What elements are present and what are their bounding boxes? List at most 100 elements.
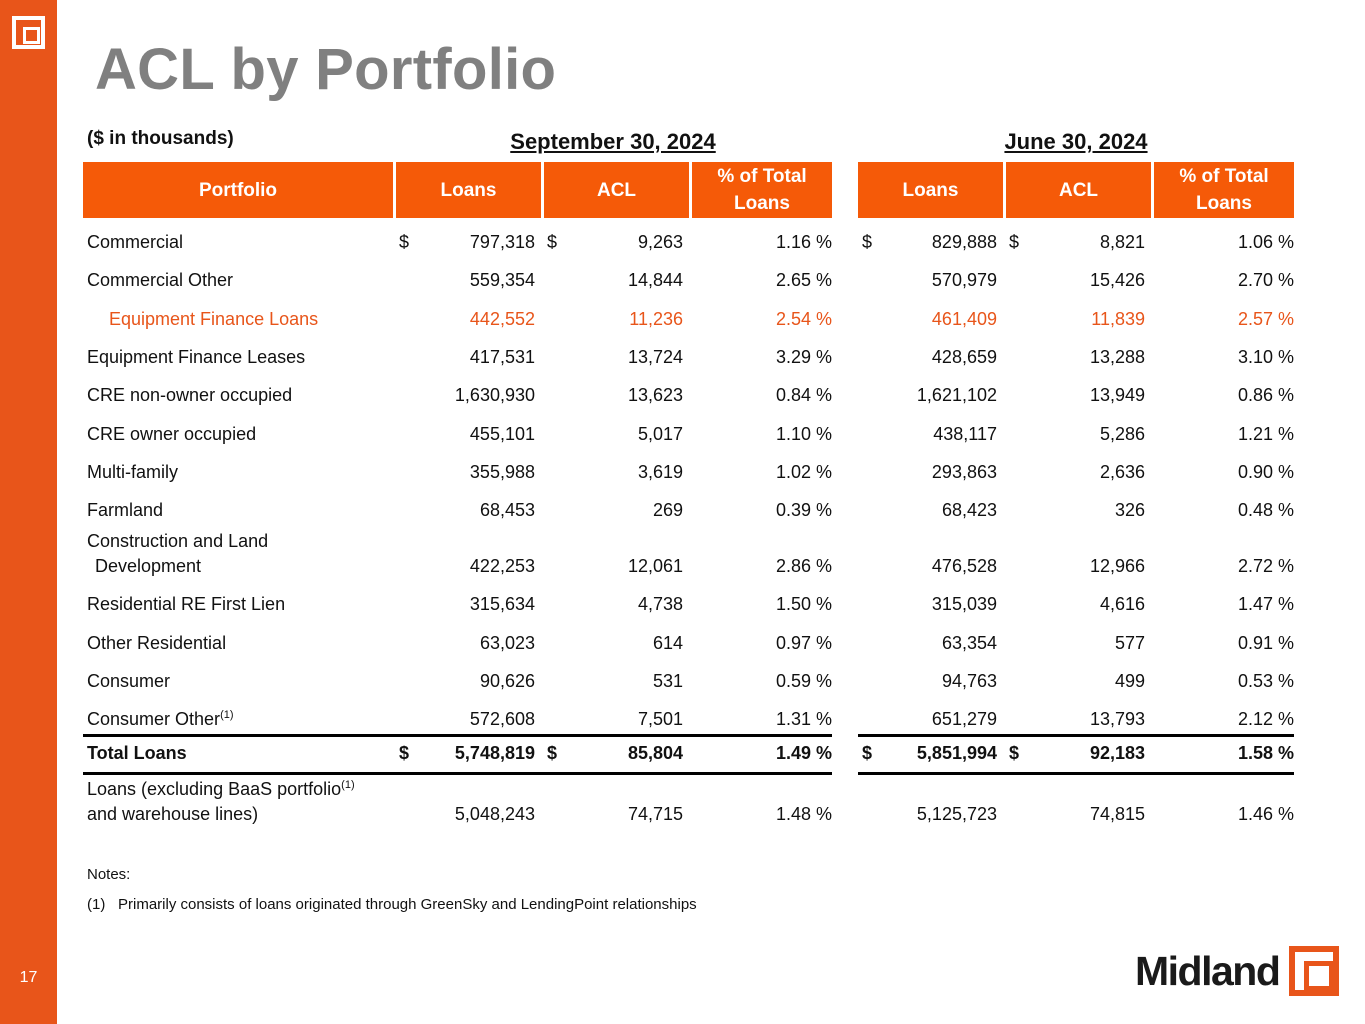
note-number: (1)	[87, 896, 106, 913]
cell-jun-pct: 0.91 %	[1237, 633, 1294, 653]
cell-sep-acl: 614	[652, 633, 683, 653]
cell-sep-acl: 531	[652, 671, 683, 691]
excl-sep-acl: 74,715	[627, 804, 683, 824]
cell-sep-acl: 5,017	[637, 424, 683, 444]
brand-square-icon	[1289, 946, 1340, 996]
header-pct-line1: % of Total	[717, 166, 807, 187]
currency-symbol: $	[399, 232, 410, 252]
row-label-text: Farmland	[87, 500, 164, 520]
excl-label-line1: Loans (excluding BaaS portfolio(1)	[87, 779, 355, 800]
cell-sep-acl: 9,263	[637, 232, 683, 252]
page-title: ACL by Portfolio	[95, 37, 557, 102]
total-bottom-rule-sep	[83, 772, 832, 775]
cell-sep-pct: 1.16 %	[775, 232, 832, 252]
row-label-text: Equipment Finance Leases	[87, 347, 306, 367]
cell-jun-pct: 2.70 %	[1237, 270, 1294, 290]
cell-sep-acl: 11,236	[629, 309, 683, 329]
row-label: Consumer Other(1)	[87, 709, 234, 730]
units-label: ($ in thousands)	[87, 128, 234, 149]
row-label: Multi-family	[87, 462, 178, 483]
note-item: (1) Primarily consists of loans originate…	[87, 896, 697, 913]
header-jun-acl: ACL	[1006, 162, 1151, 218]
excl-label-line2: and warehouse lines)	[87, 804, 259, 824]
cell-sep-pct: 0.59 %	[775, 671, 832, 691]
cell-sep-pct: 1.50 %	[775, 594, 832, 614]
header-sep-pct: % of Total Loans	[692, 162, 832, 218]
cell-jun-loans: 63,354	[941, 633, 997, 653]
cell-sep-acl: 14,844	[627, 270, 683, 290]
cell-jun-acl: 15,426	[1089, 270, 1145, 290]
cell-jun-loans: 293,863	[931, 462, 997, 482]
cell-jun-acl: 13,949	[1089, 385, 1145, 405]
total-jun-pct: 1.58 %	[1237, 743, 1294, 763]
cell-sep-pct: 2.65 %	[775, 270, 832, 290]
currency-symbol: $	[862, 743, 873, 763]
cell-sep-acl: 13,623	[627, 385, 683, 405]
period-jun-2024: June 30, 2024	[1004, 129, 1148, 154]
row-label-line2: Development	[95, 556, 202, 576]
cell-jun-acl: 13,793	[1089, 709, 1145, 729]
total-top-rule-jun	[858, 734, 1294, 737]
cell-jun-acl: 8,821	[1099, 232, 1145, 252]
cell-jun-acl: 5,286	[1099, 424, 1145, 444]
cell-sep-loans: 797,318	[469, 232, 535, 252]
row-label: Residential RE First Lien	[87, 594, 285, 615]
row-label-text: Commercial Other	[87, 270, 234, 290]
cell-jun-pct: 1.21 %	[1237, 424, 1294, 444]
brand-logo: Midland	[1135, 946, 1340, 996]
total-sep-pct: 1.49 %	[775, 743, 832, 763]
cell-sep-pct: 0.97 %	[775, 633, 832, 653]
cell-sep-loans: 315,634	[469, 594, 535, 614]
page-number: 17	[19, 969, 38, 986]
currency-symbol: $	[399, 743, 410, 763]
currency-symbol: $	[1009, 232, 1020, 252]
cell-jun-pct: 1.47 %	[1237, 594, 1294, 614]
excl-sep-loans: 5,048,243	[454, 804, 535, 824]
cell-sep-acl: 13,724	[627, 347, 683, 367]
cell-jun-loans: 68,423	[941, 500, 997, 520]
row-label: CRE owner occupied	[87, 424, 256, 445]
cell-sep-loans: 1,630,930	[454, 385, 535, 405]
cell-jun-acl: 4,616	[1099, 594, 1145, 614]
cell-jun-pct: 1.06 %	[1237, 232, 1294, 252]
cell-jun-pct: 2.12 %	[1237, 709, 1294, 729]
row-label: Equipment Finance Leases	[87, 347, 305, 368]
cell-sep-pct: 1.31 %	[775, 709, 832, 729]
cell-jun-acl: 2,636	[1099, 462, 1145, 482]
row-label-text: CRE owner occupied	[87, 424, 257, 444]
cell-sep-pct: 1.10 %	[775, 424, 832, 444]
cell-sep-pct: 1.02 %	[775, 462, 832, 482]
cell-jun-acl: 499	[1114, 671, 1145, 691]
cell-sep-acl: 4,738	[637, 594, 683, 614]
cell-jun-pct: 3.10 %	[1237, 347, 1294, 367]
cell-sep-pct: 0.39 %	[775, 500, 832, 520]
currency-symbol: $	[1009, 743, 1020, 763]
cell-jun-acl: 11,839	[1091, 309, 1145, 329]
row-label-text: Equipment Finance Loans	[109, 309, 319, 329]
excl-jun-pct: 1.46 %	[1237, 804, 1294, 824]
row-label-text: Consumer Other	[87, 709, 221, 729]
row-label: Commercial Other	[87, 270, 233, 291]
cell-sep-acl: 3,619	[637, 462, 683, 482]
currency-symbol: $	[862, 232, 873, 252]
cell-sep-pct: 3.29 %	[775, 347, 832, 367]
row-label: Equipment Finance Loans	[109, 309, 318, 330]
header-sep-loans: Loans	[396, 162, 541, 218]
cell-jun-loans: 461,409	[931, 309, 997, 329]
cell-sep-pct: 2.86 %	[775, 556, 832, 576]
row-label-text: Commercial	[87, 232, 184, 252]
cell-sep-loans: 422,253	[469, 556, 535, 576]
total-jun-loans: 5,851,994	[916, 743, 997, 763]
cell-jun-acl: 13,288	[1089, 347, 1145, 367]
total-label: Total Loans	[87, 743, 187, 763]
cell-jun-loans: 438,117	[933, 424, 997, 444]
total-sep-loans: 5,748,819	[454, 743, 535, 763]
cell-jun-loans: 428,659	[931, 347, 997, 367]
cell-jun-pct: 0.48 %	[1237, 500, 1294, 520]
cell-sep-loans: 455,101	[469, 424, 535, 444]
total-top-rule-sep	[83, 734, 832, 737]
header-pct-line2: Loans	[734, 193, 790, 214]
currency-symbol: $	[547, 743, 558, 763]
cell-jun-loans: 476,528	[931, 556, 997, 576]
cell-jun-pct: 2.57 %	[1237, 309, 1294, 329]
